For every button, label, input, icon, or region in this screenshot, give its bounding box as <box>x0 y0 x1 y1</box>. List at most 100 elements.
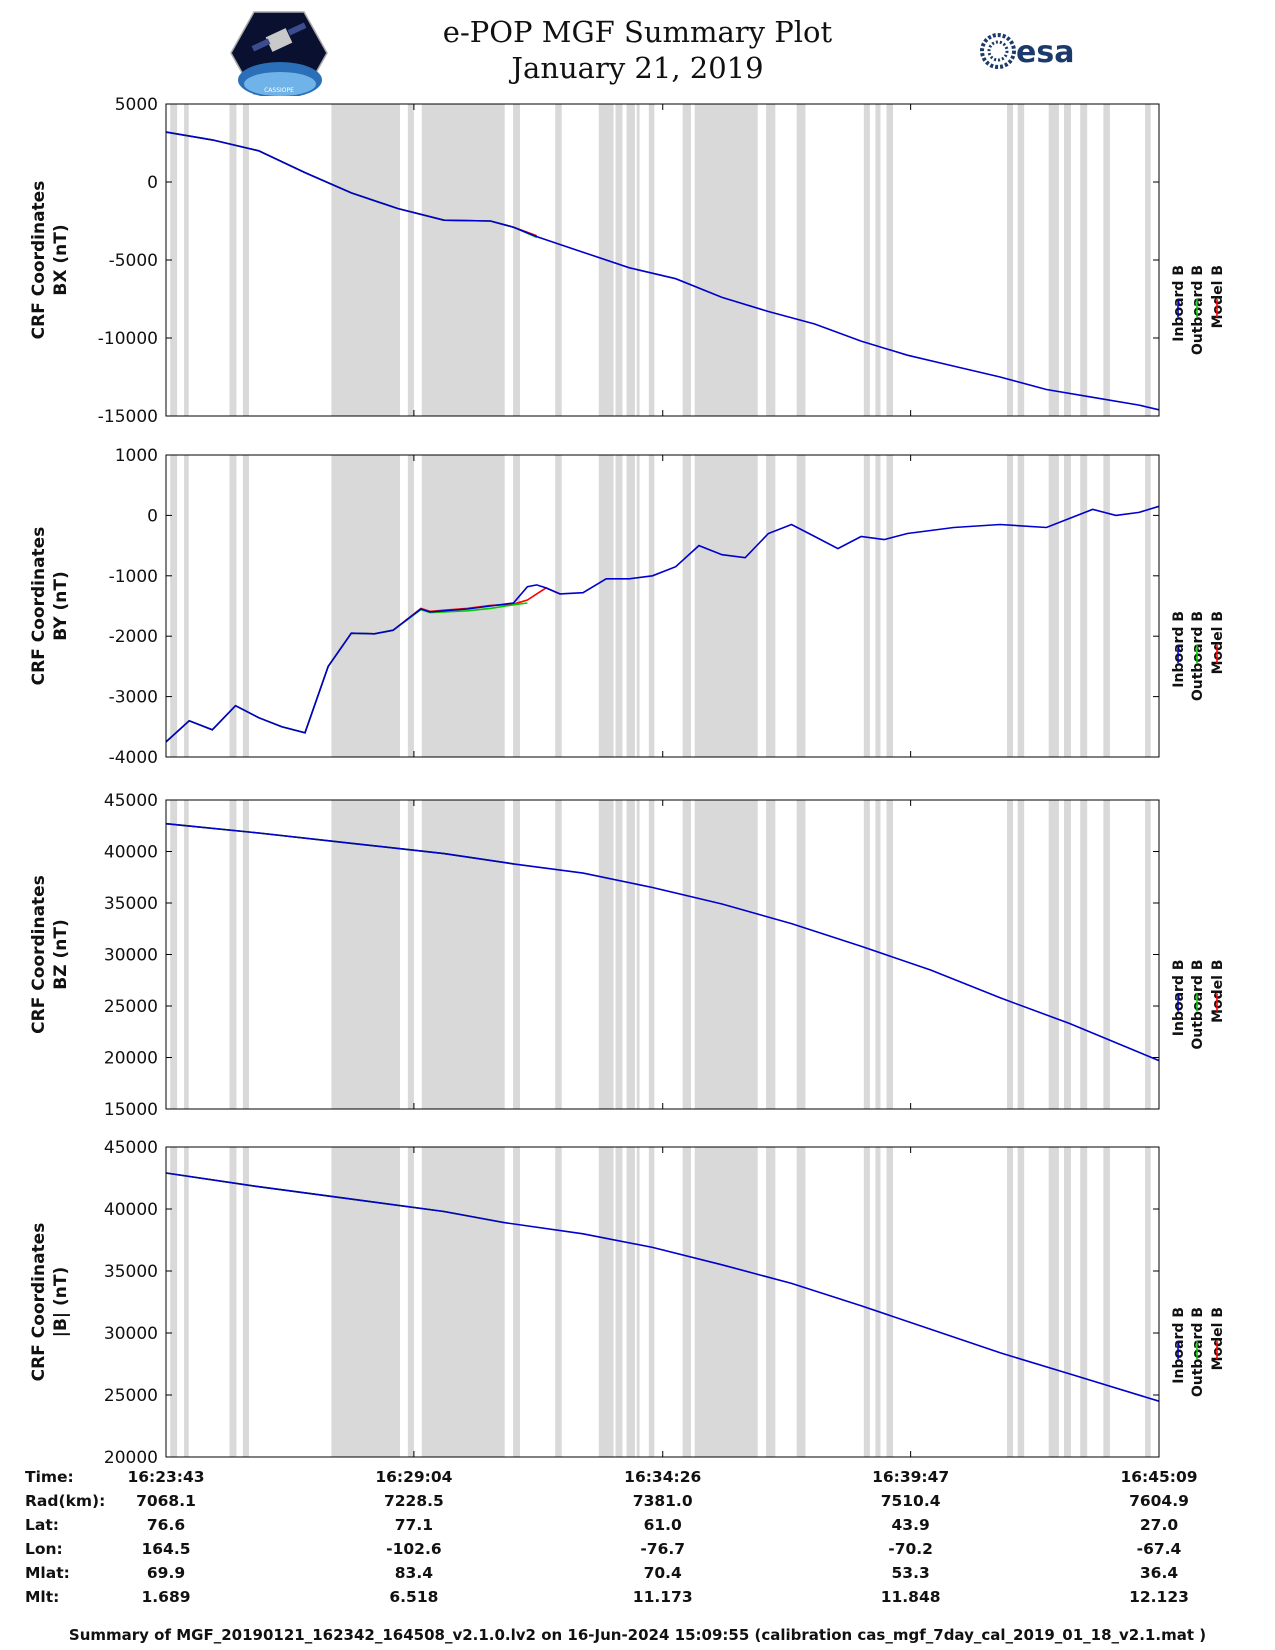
data-gap-band <box>636 104 640 416</box>
data-gap-band <box>184 104 189 416</box>
plot-title: e-POP MGF Summary Plot January 21, 2019 <box>0 14 1275 86</box>
data-gap-band <box>863 104 870 416</box>
chart-panel-3: 45000 40000 35000 30000 25000 20000 15000 CRF C… <box>29 791 1226 1120</box>
legend-label-inboard: Inboard B <box>1171 1307 1187 1384</box>
y-axis-label-line: BY (nT) <box>51 571 71 641</box>
data-gap-band <box>682 455 691 757</box>
y-tick-label: 40000 <box>104 843 158 863</box>
data-gap-band <box>636 1147 640 1457</box>
esa-logo: esa <box>980 33 1074 70</box>
data-gap-band <box>1080 800 1088 1109</box>
data-gap-band <box>184 1147 189 1457</box>
data-gap-band <box>1145 1147 1151 1457</box>
y-tick-label: 1000 <box>115 446 158 466</box>
data-gap-band <box>421 800 505 1109</box>
y-axis-label-line: BZ (nT) <box>51 919 71 989</box>
data-gap-band <box>1048 1147 1059 1457</box>
ephemeris-value: 36.4 <box>1139 1564 1179 1582</box>
data-gap-band <box>407 104 414 416</box>
ephemeris-value: -102.6 <box>386 1540 442 1558</box>
data-gap-band <box>875 800 881 1109</box>
ephemeris-value: 6.518 <box>389 1588 439 1606</box>
data-gap-band <box>766 104 776 416</box>
time-tick-label: 16:23:43 <box>127 1468 205 1486</box>
data-gap-band <box>407 800 414 1109</box>
data-gap-band <box>407 1147 414 1457</box>
y-tick-label: -4000 <box>109 748 158 768</box>
data-gap-band <box>555 800 562 1109</box>
data-gap-band <box>648 1147 655 1457</box>
cassiope-logo: CASSIOPE <box>230 11 328 96</box>
legend-label-outboard: Outboard B <box>1190 1307 1206 1397</box>
ephemeris-value: 61.0 <box>643 1516 682 1534</box>
y-tick-label: -15000 <box>98 407 158 427</box>
data-gap-band <box>875 455 881 757</box>
data-gap-band <box>331 800 401 1109</box>
data-gap-band <box>626 104 635 416</box>
data-gap-band <box>184 455 189 757</box>
data-gap-band <box>1103 455 1110 757</box>
data-gap-band <box>1145 455 1151 757</box>
y-axis-label: CRF Coordinates BX (nT) <box>29 181 71 340</box>
data-gap-band <box>682 1147 691 1457</box>
data-gap-band <box>229 104 237 416</box>
data-gap-band <box>1145 104 1151 416</box>
time-tick-label: 16:34:26 <box>624 1468 702 1486</box>
data-gap-band <box>421 104 505 416</box>
inboard-series-line <box>165 1172 1160 1402</box>
y-axis-label: CRF Coordinates BY (nT) <box>29 527 71 686</box>
data-gap-band <box>626 1147 635 1457</box>
time-tick-label: 16:29:04 <box>375 1468 453 1486</box>
data-gap-band <box>766 800 776 1109</box>
data-gap-band <box>648 800 655 1109</box>
y-tick-label: -3000 <box>109 688 158 708</box>
y-tick-label: 15000 <box>104 1100 158 1120</box>
y-tick-label: 20000 <box>104 1448 158 1468</box>
data-gap-band <box>863 800 870 1109</box>
y-tick-label: -10000 <box>98 329 158 349</box>
y-tick-label: 35000 <box>104 1262 158 1282</box>
data-gap-band <box>1017 800 1025 1109</box>
data-gap-band <box>1007 104 1014 416</box>
data-gap-band <box>1145 800 1151 1109</box>
data-gap-band <box>1007 455 1014 757</box>
data-gap-band <box>229 455 237 757</box>
ephemeris-value: -76.7 <box>640 1540 686 1558</box>
ephemeris-value: 70.4 <box>643 1564 682 1582</box>
data-gap-band <box>886 1147 894 1457</box>
data-gap-band <box>170 104 178 416</box>
ephemeris-value: -70.2 <box>888 1540 933 1558</box>
data-gap-band <box>229 1147 237 1457</box>
data-gap-band <box>648 455 655 757</box>
data-gap-band <box>615 455 623 757</box>
data-gap-band <box>513 455 521 757</box>
esa-logo-text: esa <box>1016 35 1074 70</box>
chart-panel-2: 1000 0 -1000 -2000 -3000 -4000 CRF Coordinates… <box>29 446 1226 768</box>
data-gap-band <box>1103 104 1110 416</box>
y-axis-label-line: |B| (nT) <box>51 1267 71 1338</box>
chart-panel-1: 5000 0 -5000 -10000 -15000 CRF Coordinates BX … <box>29 95 1226 427</box>
time-tick-label: 16:45:09 <box>1120 1468 1198 1486</box>
ephemeris-value: 7381.0 <box>632 1492 693 1510</box>
data-gap-band <box>694 104 758 416</box>
data-gap-band <box>242 1147 249 1457</box>
data-gap-band <box>598 455 614 757</box>
data-gap-band <box>1007 800 1014 1109</box>
inboard-series-line <box>165 505 1160 743</box>
data-gap-band <box>1103 1147 1110 1457</box>
data-gap-band <box>863 455 870 757</box>
data-gap-band <box>170 455 178 757</box>
y-tick-label: 0 <box>147 173 158 193</box>
y-tick-label: -5000 <box>109 251 158 271</box>
y-axis-label: CRF Coordinates BZ (nT) <box>29 875 71 1034</box>
ephemeris-value: 77.1 <box>394 1516 434 1534</box>
data-gap-band <box>796 800 806 1109</box>
data-gap-band <box>1064 455 1071 757</box>
ephemeris-row-label: Mlat: <box>25 1564 70 1582</box>
inboard-series-line <box>165 822 1160 1062</box>
data-gap-band <box>636 800 640 1109</box>
data-gap-band <box>615 104 623 416</box>
y-tick-label: 30000 <box>104 1324 158 1344</box>
time-tick-label: 16:39:47 <box>872 1468 950 1486</box>
